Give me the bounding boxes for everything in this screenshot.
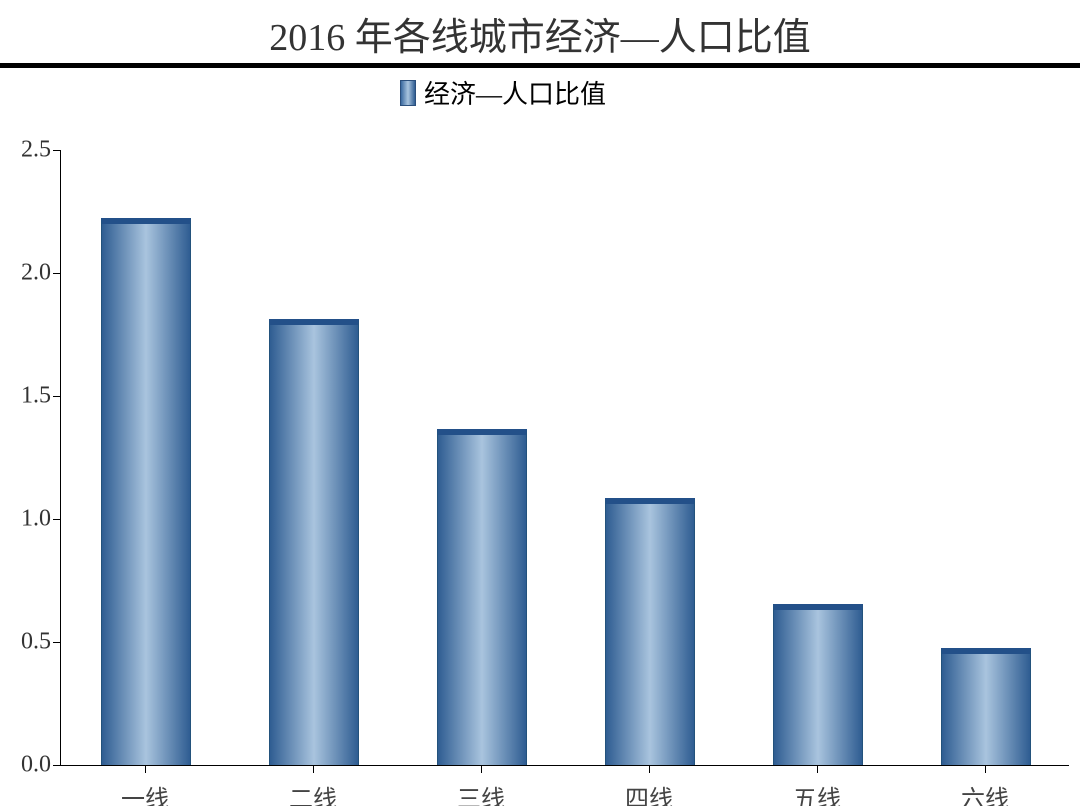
y-tick-mark [53,273,61,274]
x-tick-label: 二线 [289,765,337,806]
y-tick-mark [53,396,61,397]
y-tick-mark [53,765,61,766]
bars-layer [61,150,1069,765]
x-tick-label: 三线 [457,765,505,806]
chart-title: 2016 年各线城市经济—人口比值 [0,6,1080,61]
x-tick-label: 四线 [625,765,673,806]
y-tick-mark [53,150,61,151]
bar [101,218,190,765]
bar [941,648,1030,765]
y-tick-mark [53,519,61,520]
bar [605,498,694,765]
legend-label: 经济—人口比值 [424,74,606,111]
plot-area: 0.00.51.01.52.02.5一线二线三线四线五线六线 [60,150,1069,766]
x-tick-label: 六线 [961,765,1009,806]
bar [437,429,526,765]
x-tick-label: 五线 [793,765,841,806]
bar [773,604,862,765]
legend: 经济—人口比值 [400,74,606,111]
legend-swatch [400,80,416,106]
x-tick-label: 一线 [121,765,169,806]
bar [269,319,358,765]
y-tick-mark [53,642,61,643]
